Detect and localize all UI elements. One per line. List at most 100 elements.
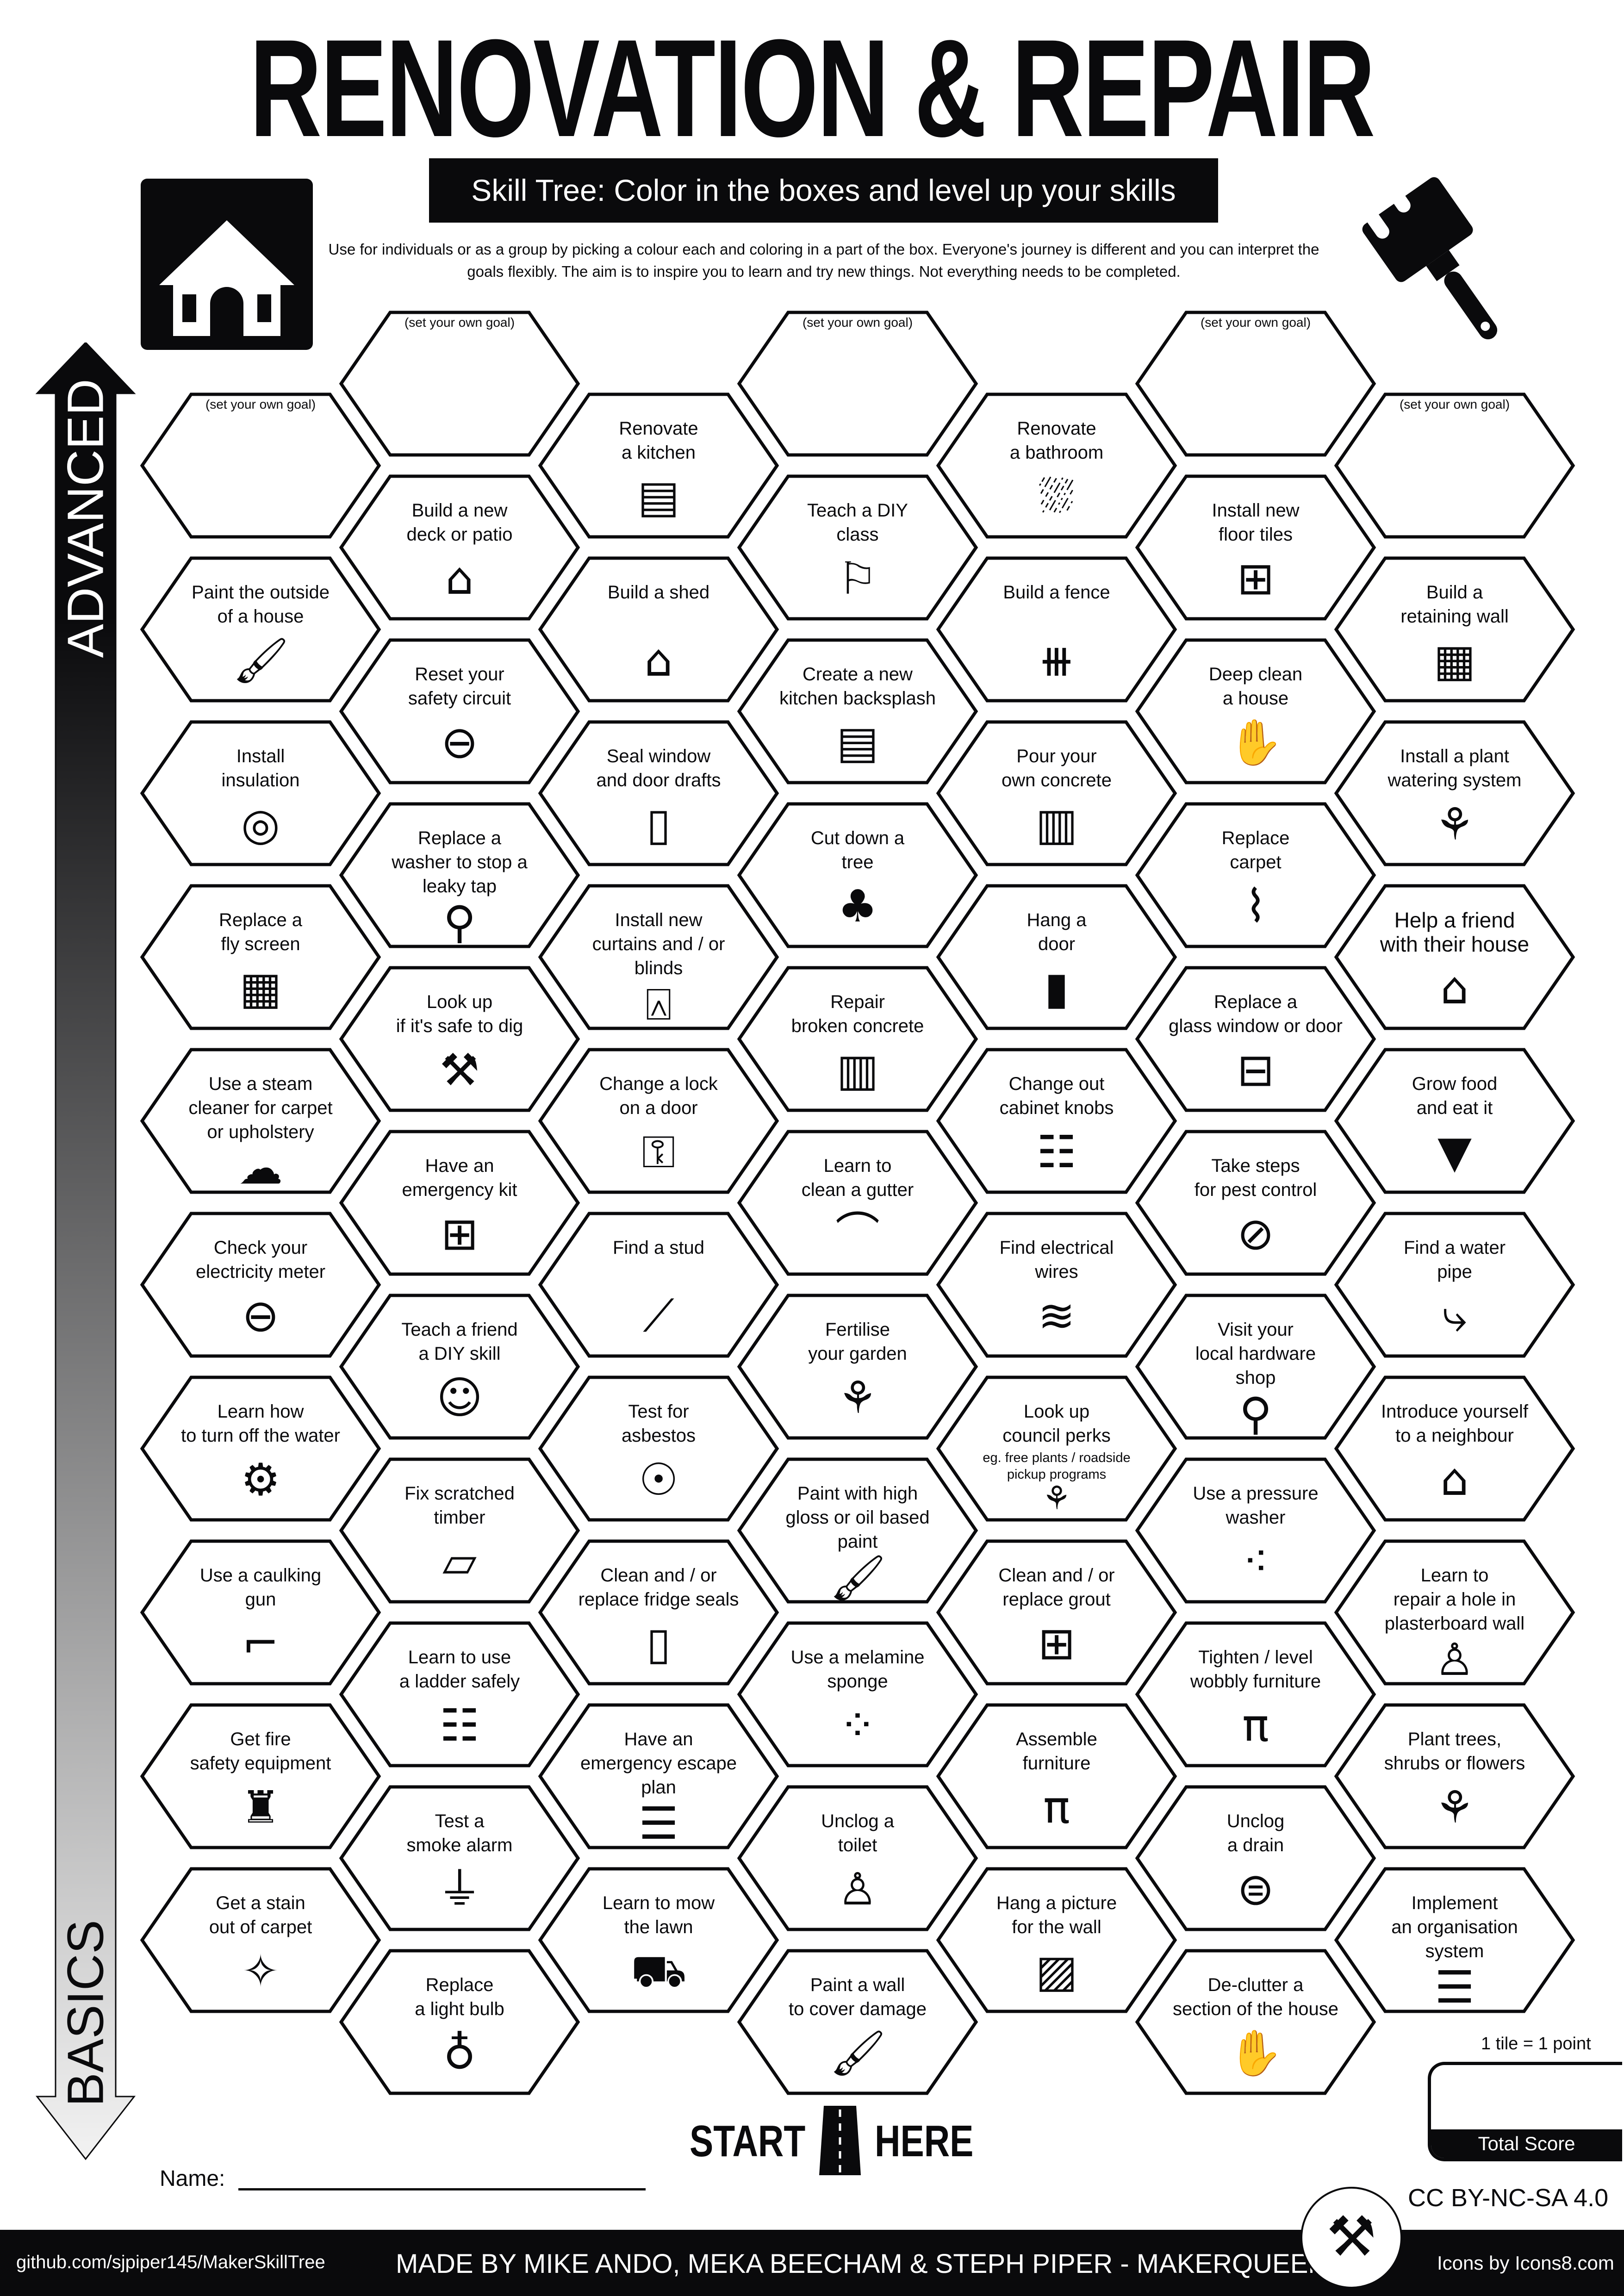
skill-tile[interactable]: Replace a washer to stop a leaky tap ⚲	[339, 802, 580, 948]
skill-tile[interactable]: Install a plant watering system ⚘	[1334, 720, 1575, 866]
skill-tile[interactable]: Use a caulking gun ⌐	[140, 1539, 381, 1686]
skill-tile[interactable]: Create a new kitchen backsplash ▤	[737, 638, 978, 784]
smoke-alarm-icon: ⏚	[437, 1863, 482, 1915]
skill-tile[interactable]: Teach a friend a DIY skill ☺	[339, 1294, 580, 1440]
skill-tile[interactable]: Replace a glass window or door ⊟	[1135, 966, 1376, 1112]
name-field[interactable]	[238, 2188, 646, 2190]
skill-tile[interactable]: Install new curtains and / or blinds ⍓	[538, 884, 779, 1030]
tile-label: Paint a wall to cover damage	[789, 1975, 927, 2019]
skill-tile[interactable]: Check your electricity meter ⊖	[140, 1212, 381, 1358]
skill-tile[interactable]: Replace carpet ⌇	[1135, 802, 1376, 948]
skill-tile[interactable]: Paint the outside of a house 🖌	[140, 556, 381, 703]
skill-tile[interactable]: Hang a door ▮	[936, 884, 1177, 1030]
grid-icon: ▦	[239, 962, 282, 1014]
skill-tile[interactable]: Help a friend with their house ⌂	[1334, 884, 1575, 1030]
skill-tile[interactable]: De-clutter a section of the house ✋	[1135, 1949, 1376, 2095]
skill-tile[interactable]: Repair broken concrete ▥	[737, 966, 978, 1112]
hexagon-outline	[339, 802, 580, 948]
tile-label: Test a smoke alarm	[406, 1811, 513, 1855]
skill-tile[interactable]: Paint with high gloss or oil based paint…	[737, 1457, 978, 1604]
skill-tile[interactable]: Test a smoke alarm ⏚	[339, 1785, 580, 1931]
skill-tile[interactable]: Fertilise your garden ⚘	[737, 1294, 978, 1440]
clean-hands-icon: ✋	[1228, 2027, 1283, 2079]
hexagon-outline	[936, 1048, 1177, 1194]
skill-tile[interactable]: Clean and / or replace grout ⊞	[936, 1539, 1177, 1686]
skill-tile-custom-goal[interactable]: (set your own goal)	[1135, 311, 1376, 457]
skill-tile[interactable]: Test for asbestos ☉	[538, 1375, 779, 1522]
skill-tile[interactable]: Fix scratched timber ▱	[339, 1457, 580, 1604]
skill-tile[interactable]: Renovate a bathroom ⛆	[936, 392, 1177, 539]
skill-tile[interactable]: Deep clean a house ✋	[1135, 638, 1376, 784]
title-text: RENOVATION & REPAIR	[249, 10, 1375, 166]
sponge-icon: ⁘	[839, 1699, 877, 1751]
checklist-icon: ☰	[638, 1798, 679, 1849]
skill-tile[interactable]: Change a lock on a door ⚿	[538, 1048, 779, 1194]
skill-tile[interactable]: Install insulation ◎	[140, 720, 381, 866]
skill-tile[interactable]: Clean and / or replace fridge seals ▯	[538, 1539, 779, 1686]
skill-tile[interactable]: Teach a DIY class ⚐	[737, 474, 978, 621]
skill-tile[interactable]: Look up if it's safe to dig ⚒	[339, 966, 580, 1112]
tile-label: Learn how to turn off the water	[181, 1401, 340, 1446]
skill-tile[interactable]: Visit your local hardware shop ⚲	[1135, 1294, 1376, 1440]
ladder-icon: ☷	[439, 1699, 480, 1751]
github-link[interactable]: github.com/sjpiper145/MakerSkillTree	[16, 2252, 325, 2272]
skill-tile[interactable]: Plant trees, shrubs or flowers ⚘	[1334, 1703, 1575, 1849]
insulation-roll-icon: ◎	[241, 798, 280, 850]
skill-tile-custom-goal[interactable]: (set your own goal)	[1334, 392, 1575, 539]
skill-tile-custom-goal[interactable]: (set your own goal)	[339, 311, 580, 457]
skill-tile[interactable]: Use a melamine sponge ⁘	[737, 1621, 978, 1767]
skill-tile[interactable]: Learn to use a ladder safely ☷	[339, 1621, 580, 1767]
skill-tile[interactable]: Get fire safety equipment ♜	[140, 1703, 381, 1849]
skill-tile[interactable]: Use a pressure washer ⁖	[1135, 1457, 1376, 1604]
skill-tile[interactable]: Paint a wall to cover damage 🖌	[737, 1949, 978, 2095]
total-score-label: Total Score	[1431, 2129, 1622, 2158]
skill-tile[interactable]: Unclog a drain ⊜	[1135, 1785, 1376, 1931]
skill-tile-custom-goal[interactable]: (set your own goal)	[140, 392, 381, 539]
skill-tile[interactable]: Introduce yourself to a neighbour ⌂	[1334, 1375, 1575, 1522]
skill-tile[interactable]: Take steps for pest control ⊘	[1135, 1130, 1376, 1276]
skill-tile[interactable]: Implement an organisation system ☰	[1334, 1867, 1575, 2013]
basics-text: BASICS	[57, 1920, 114, 2107]
skill-tile[interactable]: Reset your safety circuit ⊖	[339, 638, 580, 784]
skill-tile[interactable]: Use a steam cleaner for carpet or uphols…	[140, 1048, 381, 1194]
skill-tile-custom-goal[interactable]: (set your own goal)	[737, 311, 978, 457]
hexagon-outline	[737, 1294, 978, 1440]
skill-tile[interactable]: Renovate a kitchen ▤	[538, 392, 779, 539]
skill-tile[interactable]: Build a fence ⧻	[936, 556, 1177, 703]
skill-tile[interactable]: Install new floor tiles ⊞	[1135, 474, 1376, 621]
skill-tile[interactable]: Learn how to turn off the water ⚙	[140, 1375, 381, 1522]
skill-tile[interactable]: Have an emergency kit ⊞	[339, 1130, 580, 1276]
concrete-icon: ▥	[836, 1044, 879, 1096]
skill-tile[interactable]: Unclog a toilet ♙	[737, 1785, 978, 1931]
skill-tile[interactable]: Replace a fly screen ▦	[140, 884, 381, 1030]
skill-tile[interactable]: Replace a light bulb ♁	[339, 1949, 580, 2095]
skill-tile[interactable]: Pour your own concrete ▥	[936, 720, 1177, 866]
wires-icon: ≋	[1038, 1290, 1076, 1342]
hexagon-outline	[936, 556, 1177, 703]
shed-icon: ⌂	[644, 635, 673, 686]
hexagon-outline	[737, 1949, 978, 2095]
skill-tile[interactable]: Build a new deck or patio ⌂	[339, 474, 580, 621]
skill-tile[interactable]: Find a stud ⟋	[538, 1212, 779, 1358]
advanced-text: ADVANCED	[57, 379, 114, 658]
skill-tile[interactable]: Find a water pipe ⤷	[1334, 1212, 1575, 1358]
skill-tile[interactable]: Learn to repair a hole in plasterboard w…	[1334, 1539, 1575, 1686]
skill-tile[interactable]: Change out cabinet knobs ☷	[936, 1048, 1177, 1194]
skill-tile[interactable]: Build a shed ⌂	[538, 556, 779, 703]
hexagon-outline	[140, 720, 381, 866]
skill-tile[interactable]: Hang a picture for the wall ▨	[936, 1867, 1177, 2013]
skill-tile[interactable]: Look up council perks eg. free plants / r…	[936, 1375, 1177, 1522]
total-score-box[interactable]: Total Score	[1428, 2062, 1622, 2161]
skill-tile[interactable]: Learn to mow the lawn ⛟	[538, 1867, 779, 2013]
tile-label: Replace a washer to stop a leaky tap	[392, 828, 528, 896]
skill-tile[interactable]: Have an emergency escape plan ☰	[538, 1703, 779, 1849]
skill-tile[interactable]: Get a stain out of carpet ✧	[140, 1867, 381, 2013]
skill-tile[interactable]: Learn to clean a gutter ⌒	[737, 1130, 978, 1276]
skill-tile[interactable]: Seal window and door drafts ▯	[538, 720, 779, 866]
skill-tile[interactable]: Find electrical wires ≋	[936, 1212, 1177, 1358]
skill-tile[interactable]: Grow food and eat it ▼	[1334, 1048, 1575, 1194]
skill-tile[interactable]: Assemble furniture π	[936, 1703, 1177, 1849]
skill-tile[interactable]: Build a retaining wall ▦	[1334, 556, 1575, 703]
skill-tile[interactable]: Cut down a tree ♣	[737, 802, 978, 948]
skill-tile[interactable]: Tighten / level wobbly furniture π	[1135, 1621, 1376, 1767]
